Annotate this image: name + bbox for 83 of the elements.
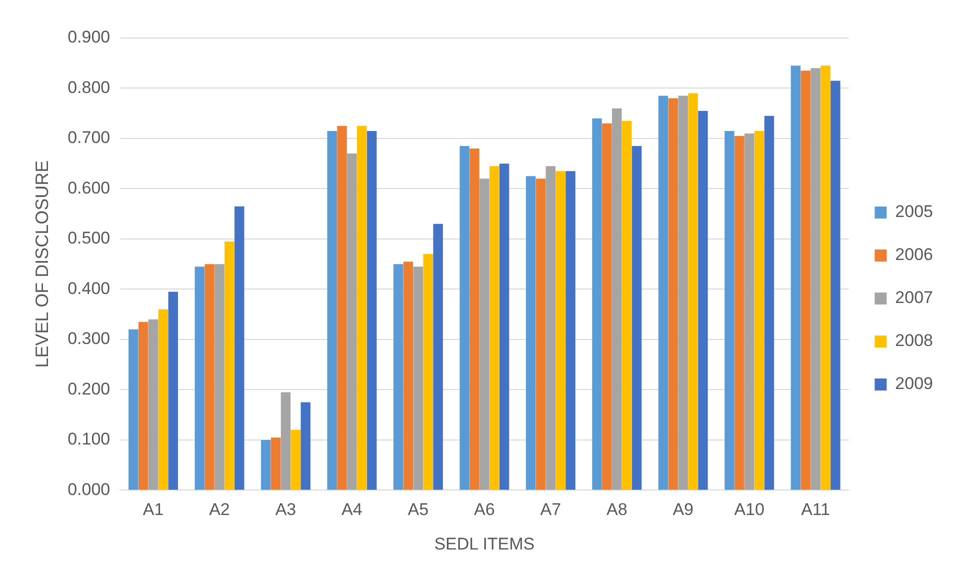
bar xyxy=(622,120,632,490)
bar xyxy=(810,68,820,490)
bar xyxy=(366,130,377,490)
bar xyxy=(128,329,138,490)
x-tick-label: A8 xyxy=(606,500,628,520)
bar xyxy=(327,130,337,490)
y-tick-label: 0.400 xyxy=(68,278,110,298)
x-tick-label: A11 xyxy=(801,500,830,520)
x-tick-label: A4 xyxy=(342,500,362,520)
y-tick-label: 0.000 xyxy=(68,480,110,499)
bar xyxy=(270,437,281,490)
bar xyxy=(526,176,536,490)
bar xyxy=(357,126,367,490)
y-tick-label: 0.200 xyxy=(68,379,110,398)
bar xyxy=(433,224,443,490)
y-tick-label: 0.800 xyxy=(68,78,110,97)
bar xyxy=(300,402,310,490)
x-axis-title: SEDL ITEMS xyxy=(434,534,535,554)
bar xyxy=(724,130,734,490)
x-tick-label: A9 xyxy=(672,500,694,520)
bar xyxy=(138,322,148,490)
bar xyxy=(194,266,204,490)
bar xyxy=(460,146,470,490)
bar xyxy=(290,430,301,490)
bar xyxy=(234,206,244,490)
bar xyxy=(158,309,168,490)
bar xyxy=(480,178,490,490)
legend-label: 2006 xyxy=(895,245,934,264)
y-axis-title: LEVEL OF DISCLOSURE xyxy=(32,160,52,368)
bar xyxy=(602,123,612,490)
bar xyxy=(224,241,234,490)
bar xyxy=(280,392,291,490)
x-tick-label: A2 xyxy=(209,500,230,520)
bar xyxy=(214,264,224,490)
x-tick-label: A10 xyxy=(734,500,764,520)
y-tick-label: 0.500 xyxy=(68,228,110,248)
bar xyxy=(658,96,668,490)
bar xyxy=(698,110,708,490)
y-tick-label: 0.100 xyxy=(68,430,110,449)
bar xyxy=(668,98,678,490)
bar xyxy=(423,254,433,490)
x-tick-label: A1 xyxy=(142,500,164,520)
bar xyxy=(678,96,688,490)
legend-label: 2009 xyxy=(895,374,934,394)
bar xyxy=(612,108,622,490)
bar xyxy=(632,146,642,490)
bar xyxy=(204,264,214,490)
bar xyxy=(764,116,774,490)
y-tick-label: 0.700 xyxy=(68,128,110,148)
bar xyxy=(536,178,546,490)
bar xyxy=(734,136,744,490)
y-tick-label: 0.600 xyxy=(68,178,110,198)
x-tick-label: A3 xyxy=(275,500,296,520)
bar xyxy=(148,319,158,490)
x-tick-label: A5 xyxy=(408,500,429,520)
bar xyxy=(413,266,424,490)
bar xyxy=(337,126,347,490)
legend-label: 2008 xyxy=(895,331,934,350)
bar xyxy=(260,440,271,490)
legend-label: 2007 xyxy=(895,288,934,308)
x-tick-label: A7 xyxy=(540,500,562,520)
y-tick-label: 0.900 xyxy=(68,28,110,47)
bar xyxy=(744,133,754,490)
y-tick-label: 0.300 xyxy=(68,329,110,348)
bar xyxy=(592,118,602,490)
bar xyxy=(168,292,178,490)
x-tick-label: A6 xyxy=(474,500,495,520)
bar xyxy=(820,66,830,490)
legend-label: 2005 xyxy=(895,202,934,222)
bar xyxy=(347,154,357,490)
bar xyxy=(754,130,764,490)
bar xyxy=(830,80,840,490)
bar xyxy=(688,93,698,490)
bar xyxy=(546,166,556,490)
bar xyxy=(393,264,404,490)
bar xyxy=(556,171,566,490)
bar xyxy=(800,70,810,490)
bar xyxy=(489,166,500,490)
bar xyxy=(566,171,576,490)
bar xyxy=(470,148,480,490)
bar xyxy=(790,66,801,490)
bar xyxy=(499,164,510,490)
bar xyxy=(403,262,414,490)
